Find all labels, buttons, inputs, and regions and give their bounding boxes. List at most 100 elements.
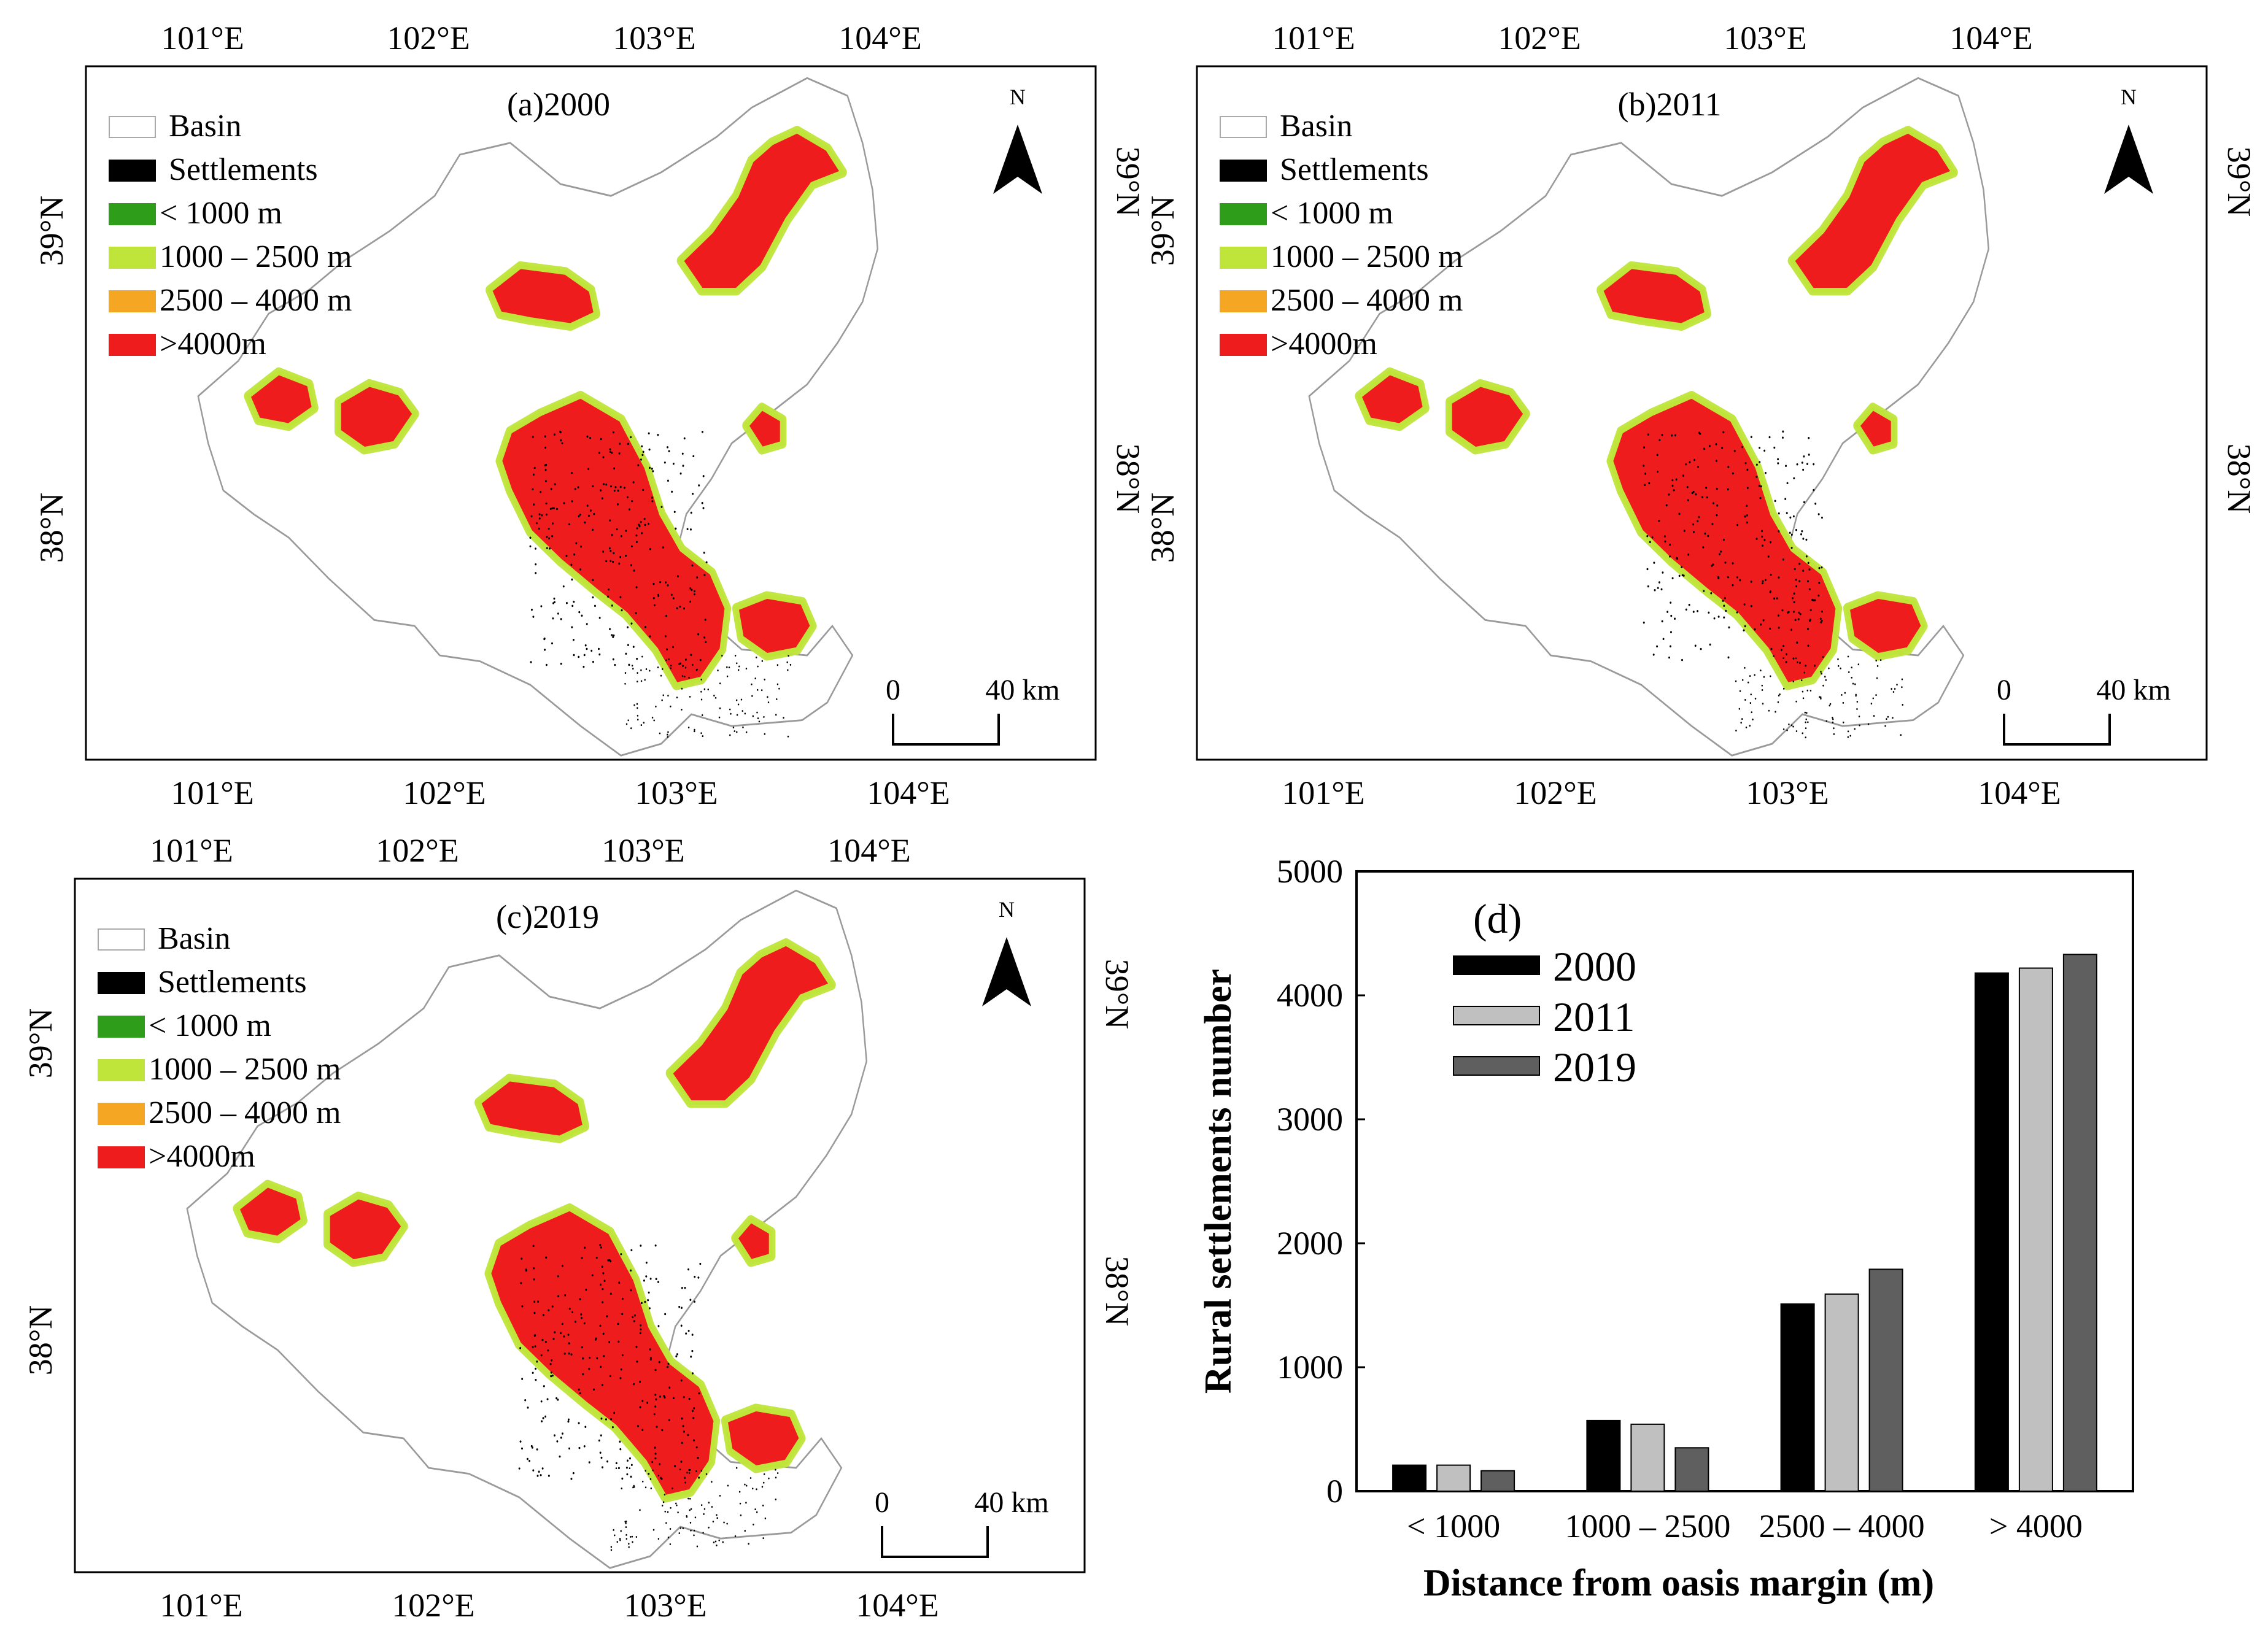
settlement-dot (1727, 488, 1729, 491)
settlement-dot (1892, 717, 1894, 719)
settlement-dot (1693, 458, 1695, 461)
settlement-dot (667, 584, 669, 587)
settlement-dot (1896, 684, 1898, 686)
lon-tick-top-0: 101°E (150, 832, 233, 869)
settlement-dot (1761, 689, 1763, 691)
settlement-dot (640, 680, 643, 682)
settlement-dot (1713, 617, 1716, 620)
settlement-dot (701, 502, 703, 504)
settlement-dot (567, 1333, 570, 1336)
lon-tick-top-2: 103°E (1724, 20, 1807, 56)
settlement-dot (1746, 504, 1748, 507)
settlement-dot (756, 711, 758, 714)
y-tick-label-2: 2000 (1277, 1225, 1343, 1262)
map-content: (b)2011 Basin Settlements < 1000 m 1000 – 25… (1144, 20, 2258, 811)
settlement-dot (580, 545, 582, 548)
settlement-dot (1643, 621, 1645, 624)
settlement-dot (649, 1358, 652, 1361)
settlement-dot (695, 1446, 698, 1449)
settlement-dot (680, 1379, 683, 1382)
settlement-dot (1754, 674, 1755, 676)
settlement-dot (644, 626, 647, 628)
settlement-dot (632, 668, 634, 670)
settlement-dot (1694, 644, 1697, 647)
x-axis-label: Distance from oasis margin (m) (1423, 1562, 1934, 1604)
settlement-dot (1702, 546, 1705, 549)
settlement-dot (753, 1523, 754, 1526)
settlement-dot (633, 1383, 635, 1386)
settlement-dot (636, 1360, 638, 1363)
settlement-dot (646, 1402, 649, 1404)
settlement-dot (1723, 604, 1725, 607)
settlement-dot (1721, 447, 1724, 449)
north-arrow-shape (982, 937, 1031, 1006)
settlement-dot (733, 730, 735, 732)
settlement-dot (664, 1510, 666, 1513)
settlement-dot (1663, 535, 1666, 538)
settlement-dot (519, 1347, 522, 1349)
settlement-dot (627, 496, 629, 499)
settlement-dot (704, 619, 706, 621)
lon-tick-bottom-3: 104°E (1978, 774, 2061, 811)
settlement-dot (592, 596, 594, 599)
settlement-dot (1744, 699, 1746, 701)
settlement-dot (657, 593, 659, 596)
settlement-dot (638, 523, 640, 526)
settlement-dot (700, 1470, 703, 1472)
settlement-dot (762, 1537, 764, 1540)
settlement-dot (619, 555, 622, 558)
settlement-dot (619, 1440, 621, 1443)
settlement-dot (1685, 608, 1687, 611)
settlement-dot (636, 527, 638, 530)
settlement-dot (1847, 655, 1849, 658)
settlement-dot (713, 1541, 715, 1543)
settlement-dot (652, 582, 655, 585)
settlement-dot (688, 676, 690, 679)
settlement-dot (668, 658, 670, 660)
settlement-dot (1660, 588, 1663, 591)
settlement-dot (621, 609, 623, 612)
settlement-dot (663, 1395, 665, 1397)
settlement-dot (1820, 696, 1822, 698)
settlement-dot (660, 1478, 663, 1480)
settlement-dot (676, 1504, 678, 1507)
settlement-dot (705, 561, 708, 564)
settlement-dot (701, 431, 703, 433)
settlement-dot (614, 486, 617, 488)
settlement-dot (698, 1392, 700, 1395)
lon-tick-bottom-1: 102°E (403, 774, 486, 811)
settlement-dot (1891, 688, 1892, 690)
settlement-dot (689, 695, 691, 698)
legend-label-2019: 2019 (1553, 1044, 1636, 1090)
settlement-dot (552, 617, 554, 620)
settlement-dot (1661, 620, 1663, 623)
settlement-dot (681, 1287, 683, 1289)
settlement-dot (530, 515, 533, 518)
bar-2019-2 (1868, 1268, 1903, 1492)
settlement-dot (620, 1368, 622, 1371)
settlement-dot (641, 655, 643, 658)
settlement-dot (1792, 611, 1795, 613)
settlement-dot (554, 1331, 556, 1333)
settlement-dot (648, 448, 651, 451)
scale-line (881, 1526, 989, 1558)
settlement-dot (1746, 468, 1749, 471)
settlement-dot (546, 547, 548, 549)
settlement-dot (1727, 576, 1729, 579)
settlement-dot (667, 733, 668, 736)
settlement-dot (745, 668, 748, 669)
settlement-dot (581, 614, 583, 617)
settlement-dot (538, 513, 541, 515)
settlement-dot (1750, 693, 1752, 696)
settlement-dot (1841, 693, 1843, 696)
settlement-dot (703, 688, 706, 690)
settlement-dot (691, 1333, 694, 1336)
settlement-dot (702, 1532, 704, 1534)
settlement-dot (684, 666, 687, 669)
settlement-dot (541, 514, 543, 517)
settlement-dot (568, 1342, 570, 1345)
settlement-dot (1763, 676, 1765, 678)
settlement-dot (690, 1508, 692, 1510)
settlement-dot (540, 605, 543, 608)
settlement-dot (546, 536, 548, 538)
